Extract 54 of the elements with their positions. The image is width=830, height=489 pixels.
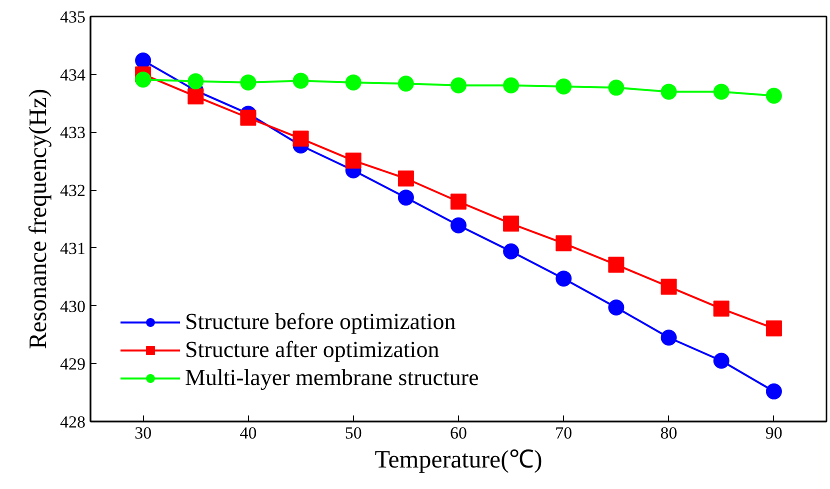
y-tick-label: 434 — [60, 65, 86, 84]
point — [188, 88, 204, 104]
x-tick-label: 80 — [660, 424, 678, 442]
legend-label: Structure after optimization — [185, 337, 440, 363]
point — [556, 270, 572, 287]
point — [135, 52, 152, 68]
point — [188, 73, 204, 90]
x-tick-label: 70 — [555, 424, 572, 442]
point — [398, 190, 414, 206]
point — [556, 235, 572, 252]
point — [660, 330, 677, 346]
point — [450, 217, 466, 234]
y-tick-label: 429 — [60, 354, 86, 374]
y-tick-label: 433 — [60, 123, 86, 142]
y-tick-label: 428 — [60, 412, 86, 432]
x-tick-label: 30 — [134, 424, 152, 442]
legend-label: Structure before optimization — [185, 309, 456, 335]
point — [398, 76, 414, 92]
legend-label: Multi-layer membrane structure — [185, 365, 479, 391]
point — [660, 278, 677, 295]
point — [608, 80, 624, 96]
point — [660, 84, 677, 100]
point — [450, 194, 466, 210]
point — [503, 77, 520, 94]
point — [240, 74, 256, 90]
point — [713, 84, 730, 100]
point — [345, 74, 362, 90]
x-tick-label: 50 — [344, 424, 362, 442]
y-axis-title: Resonance frequency(Hz) — [25, 88, 52, 350]
point — [240, 110, 256, 126]
point — [503, 216, 520, 232]
point — [398, 170, 414, 186]
point — [292, 130, 309, 147]
x-tick-label: 60 — [450, 424, 467, 442]
point — [713, 352, 730, 369]
point — [135, 72, 152, 88]
point — [556, 78, 572, 94]
y-tick-label: 430 — [60, 296, 86, 316]
point — [713, 300, 730, 317]
point — [608, 300, 624, 316]
point — [345, 152, 362, 169]
point — [503, 243, 520, 260]
point — [292, 72, 309, 89]
x-tick-label: 90 — [765, 424, 782, 442]
x-axis-title: Temperature(℃) — [374, 446, 542, 474]
y-tick-label: 431 — [60, 238, 86, 258]
point — [766, 383, 782, 400]
y-tick-label: 432 — [60, 181, 86, 200]
point — [766, 320, 782, 336]
point — [608, 256, 624, 273]
point — [766, 88, 782, 104]
x-tick-label: 40 — [240, 424, 257, 442]
point — [450, 77, 466, 94]
y-tick-label: 435 — [60, 8, 86, 26]
